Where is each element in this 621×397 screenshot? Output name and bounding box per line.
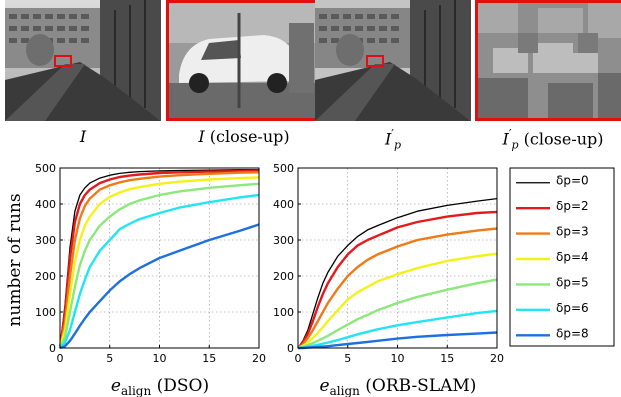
orbslam-xtick-label: 15 bbox=[440, 352, 454, 365]
dso-ytick-label: 400 bbox=[35, 198, 56, 211]
orbslam-xtick-label: 20 bbox=[490, 352, 504, 365]
orbslam-series-line bbox=[297, 252, 498, 350]
legend-label: δp=5 bbox=[556, 275, 589, 289]
image-perturbed-closeup bbox=[475, 0, 621, 121]
image-perturbed bbox=[315, 0, 471, 121]
dso-xtick-label: 0 bbox=[57, 352, 64, 365]
caption-perturbed-closeup: I′p (close-up) bbox=[502, 127, 604, 152]
legend-label: δp=4 bbox=[556, 250, 589, 264]
orbslam-series-line bbox=[297, 197, 498, 349]
orbslam-series-line bbox=[297, 309, 498, 350]
orbslam-ytick-label: 100 bbox=[273, 306, 294, 319]
dso-series-line bbox=[59, 169, 259, 349]
dso-series-line bbox=[58, 171, 260, 349]
image-original-closeup bbox=[166, 0, 322, 121]
chart-dso-xlabel: ealign (DSO) bbox=[111, 376, 209, 397]
orbslam-ytick-label: 400 bbox=[273, 198, 294, 211]
orbslam-series-line bbox=[297, 278, 498, 350]
dso-ytick-label: 0 bbox=[49, 342, 56, 355]
chart-orbslam-xlabel: ealign (ORB-SLAM) bbox=[320, 376, 477, 397]
dso-xtick-label: 20 bbox=[252, 352, 266, 365]
legend-label: δp=2 bbox=[556, 199, 589, 213]
legend-label: δp=8 bbox=[556, 326, 589, 340]
orbslam-ytick-label: 500 bbox=[273, 162, 294, 175]
orbslam-ytick-label: 200 bbox=[273, 270, 294, 283]
dso-series-line bbox=[59, 223, 260, 350]
dso-series-line bbox=[58, 182, 260, 349]
highlight-box bbox=[54, 55, 72, 67]
orbslam-series-line bbox=[297, 210, 498, 349]
image-panel-row: I I (close-up) I′p I′p (close-up) bbox=[0, 0, 621, 152]
dso-series-line bbox=[59, 193, 260, 349]
legend-label: δp=6 bbox=[556, 301, 589, 315]
dso-xtick-label: 10 bbox=[153, 352, 167, 365]
orbslam-series-line bbox=[297, 227, 498, 349]
orbslam-xtick-label: 0 bbox=[295, 352, 302, 365]
legend: δp=0 δp=2 δp=3 δp=4 δp=5 δp=6 δp=8 bbox=[509, 167, 615, 347]
legend-label: δp=3 bbox=[556, 225, 589, 239]
dso-ytick-label: 300 bbox=[35, 234, 56, 247]
chart-dso-ylabel: number of runs bbox=[5, 193, 25, 326]
orbslam-xtick-label: 10 bbox=[391, 352, 405, 365]
caption-original-closeup: I (close-up) bbox=[198, 127, 290, 146]
image-original bbox=[5, 0, 161, 121]
dso-ytick-label: 500 bbox=[35, 162, 56, 175]
orbslam-ytick-label: 300 bbox=[273, 234, 294, 247]
dso-xtick-label: 15 bbox=[202, 352, 216, 365]
dso-series-line bbox=[58, 176, 260, 349]
charts-area: number of runs 0 5 10 15 200100200300400500 … bbox=[5, 162, 615, 397]
orbslam-ytick-label: 0 bbox=[287, 342, 294, 355]
orbslam-series-line bbox=[298, 331, 498, 350]
dso-ytick-label: 200 bbox=[35, 270, 56, 283]
legend-box bbox=[509, 167, 615, 347]
dso-xtick-label: 5 bbox=[106, 352, 113, 365]
dso-series-line bbox=[58, 169, 260, 349]
orbslam-xtick-label: 5 bbox=[344, 352, 351, 365]
dso-ytick-label: 100 bbox=[35, 306, 56, 319]
legend-label: δp=0 bbox=[556, 174, 589, 188]
caption-perturbed: I′p bbox=[384, 127, 402, 152]
caption-original: I bbox=[79, 127, 87, 146]
highlight-box bbox=[366, 55, 384, 67]
